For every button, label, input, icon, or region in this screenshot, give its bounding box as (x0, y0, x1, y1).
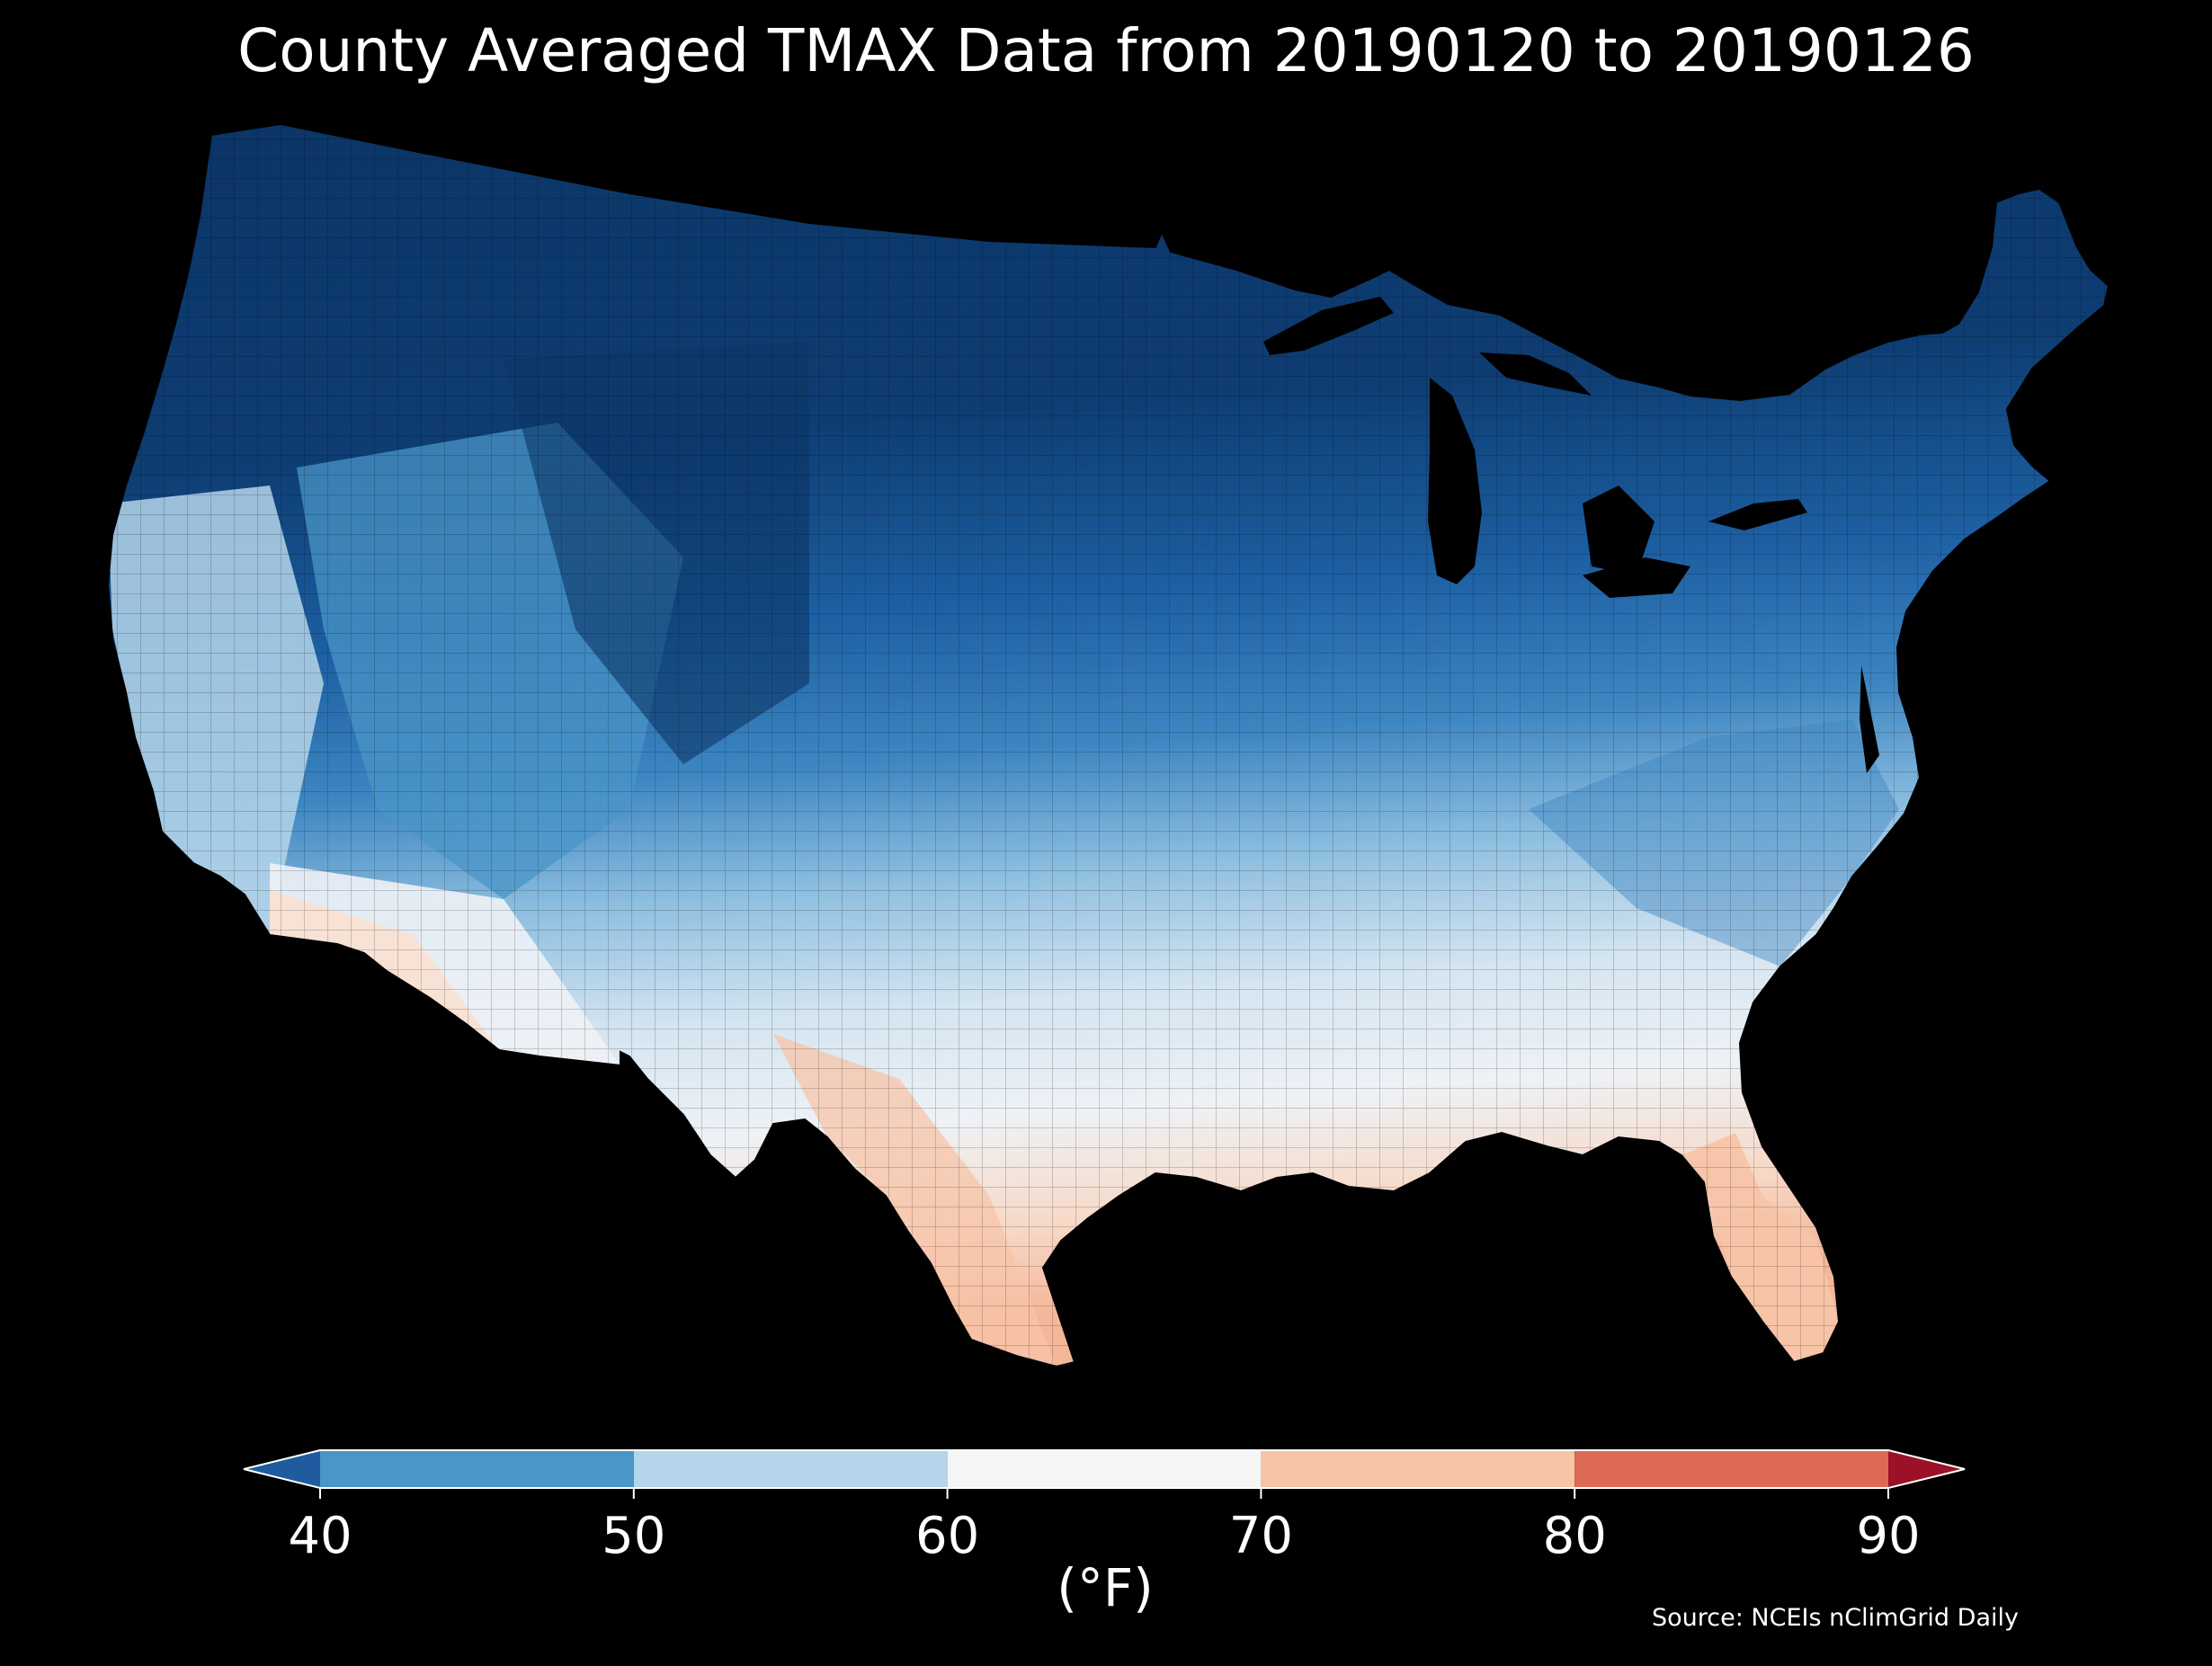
colorbar-over-arrow (1888, 1450, 1965, 1488)
colorbar-bin-2 (947, 1450, 1262, 1488)
colorbar-under-arrow (244, 1450, 320, 1488)
colorbar-tick-label-2: 60 (915, 1507, 979, 1565)
conus-landmass (106, 122, 2110, 1368)
colorbar-tick-label-0: 40 (288, 1507, 352, 1565)
source-credit: Source: NCEIs nClimGrid Daily (1652, 1604, 2019, 1632)
colorbar-bin-4 (1574, 1450, 1888, 1488)
colorbar-bin-3 (1261, 1450, 1575, 1488)
great-lakes (1263, 297, 1879, 773)
colorbar-unit-label: (°F) (1057, 1557, 1154, 1618)
colorbar-tick-label-5: 90 (1856, 1507, 1920, 1565)
colorbar-bin-1 (633, 1450, 948, 1488)
map-title: County Averaged TMAX Data from 20190120 … (237, 16, 1975, 85)
colorbar-tick-label-4: 80 (1543, 1507, 1607, 1565)
colorbar-tick-label-3: 70 (1229, 1507, 1293, 1565)
colorbar-bin-0 (320, 1450, 634, 1488)
colorbar-tick-label-1: 50 (602, 1507, 665, 1565)
